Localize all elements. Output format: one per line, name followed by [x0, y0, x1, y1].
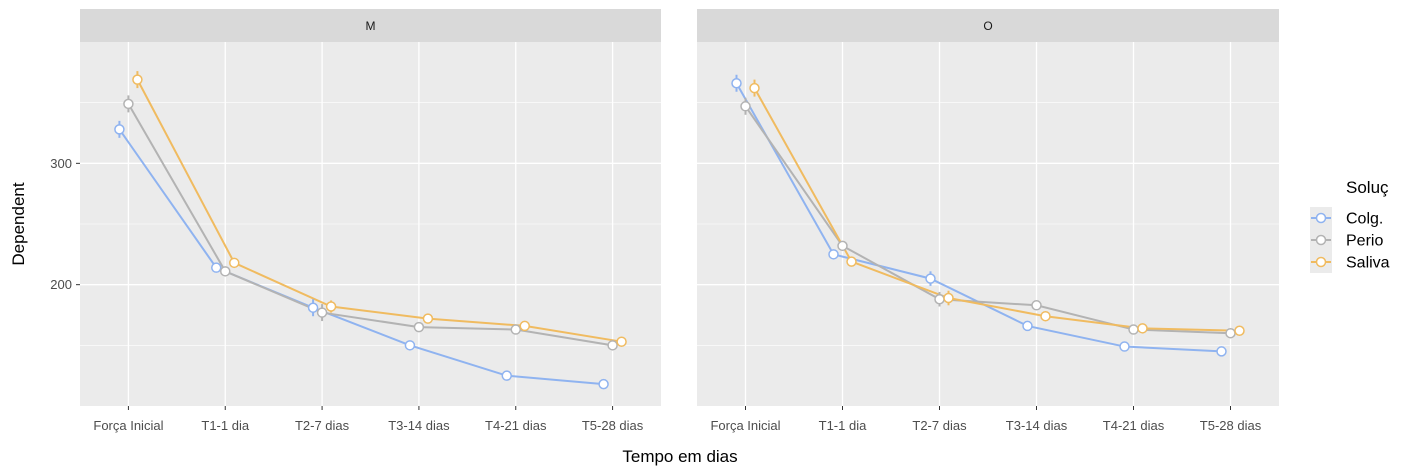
data-point [519, 320, 530, 332]
data-point [925, 273, 936, 284]
data-point [1022, 320, 1033, 332]
y-tick-label: 200 [50, 277, 72, 292]
data-point [220, 266, 231, 277]
data-point [123, 98, 134, 110]
data-point [325, 301, 337, 312]
series-line-saliva [753, 87, 1240, 332]
series-line-perio [127, 103, 613, 347]
data-point [1031, 300, 1042, 311]
series-line-saliva [136, 79, 622, 343]
facet-strip-label: O [983, 19, 992, 33]
data-point [731, 78, 742, 89]
x-tick-label: T4-21 dias [485, 418, 547, 433]
data-point [598, 378, 609, 390]
data-point [422, 313, 434, 324]
panel-m: M Força Inicial T1-1 dia T2-7 dias T3-14 dia… [80, 9, 661, 433]
data-point [404, 340, 416, 351]
data-point [607, 340, 618, 351]
legend-label: Colg. [1346, 211, 1383, 228]
data-point [1128, 324, 1139, 335]
series-line-perio [744, 105, 1231, 335]
data-point [616, 336, 627, 347]
x-tick-label: T3-14 dias [1006, 418, 1068, 433]
x-tick-label: T5-28 dias [1200, 418, 1262, 433]
data-point [1234, 325, 1245, 337]
x-tick-label: T2-7 dias [295, 418, 350, 433]
x-tick-label: T1-1 dia [201, 418, 249, 433]
data-point [749, 82, 760, 94]
data-point [943, 292, 954, 304]
panel-o: O Força Inicial T1-1 dia T2-7 dias T3-14 dia… [697, 9, 1279, 433]
data-point [1225, 327, 1236, 339]
x-tick-label: Força Inicial [93, 418, 163, 433]
facet-strip [80, 9, 661, 42]
data-point [307, 302, 319, 313]
legend-point [1315, 234, 1327, 246]
legend-label: Saliva [1346, 255, 1390, 272]
x-tick-label: T1-1 dia [819, 418, 867, 433]
data-point [837, 240, 848, 252]
data-point [934, 293, 945, 305]
data-point [510, 324, 521, 335]
legend-point [1315, 212, 1327, 224]
data-point [413, 321, 425, 333]
data-point [1216, 346, 1227, 357]
x-tick-label: T3-14 dias [388, 418, 450, 433]
data-point [501, 370, 512, 381]
data-point [740, 101, 751, 112]
x-tick-label: T5-28 dias [582, 418, 644, 433]
legend-label: Perio [1346, 233, 1383, 250]
series-line-colg [118, 128, 604, 386]
data-point [211, 262, 222, 273]
x-tick-label: T4-21 dias [1103, 418, 1165, 433]
legend-point [1315, 256, 1327, 268]
legend-title: Soluç [1346, 178, 1389, 197]
data-point [1137, 323, 1148, 334]
y-tick-label: 300 [50, 156, 72, 171]
facet-strip [697, 9, 1279, 42]
data-point [828, 249, 839, 260]
data-point [1119, 341, 1130, 352]
y-axis-title: Dependent [9, 182, 28, 265]
x-axis-title: Tempo em dias [622, 447, 737, 466]
data-point [229, 257, 240, 269]
data-point [316, 307, 328, 318]
data-point [1040, 310, 1051, 322]
data-point [846, 256, 857, 267]
data-point [114, 124, 125, 135]
x-tick-label: Força Inicial [710, 418, 780, 433]
x-tick-label: T2-7 dias [912, 418, 967, 433]
legend: Soluç Colg. Perio Saliva [1310, 178, 1390, 273]
data-point [132, 74, 143, 85]
facet-strip-label: M [366, 19, 376, 33]
